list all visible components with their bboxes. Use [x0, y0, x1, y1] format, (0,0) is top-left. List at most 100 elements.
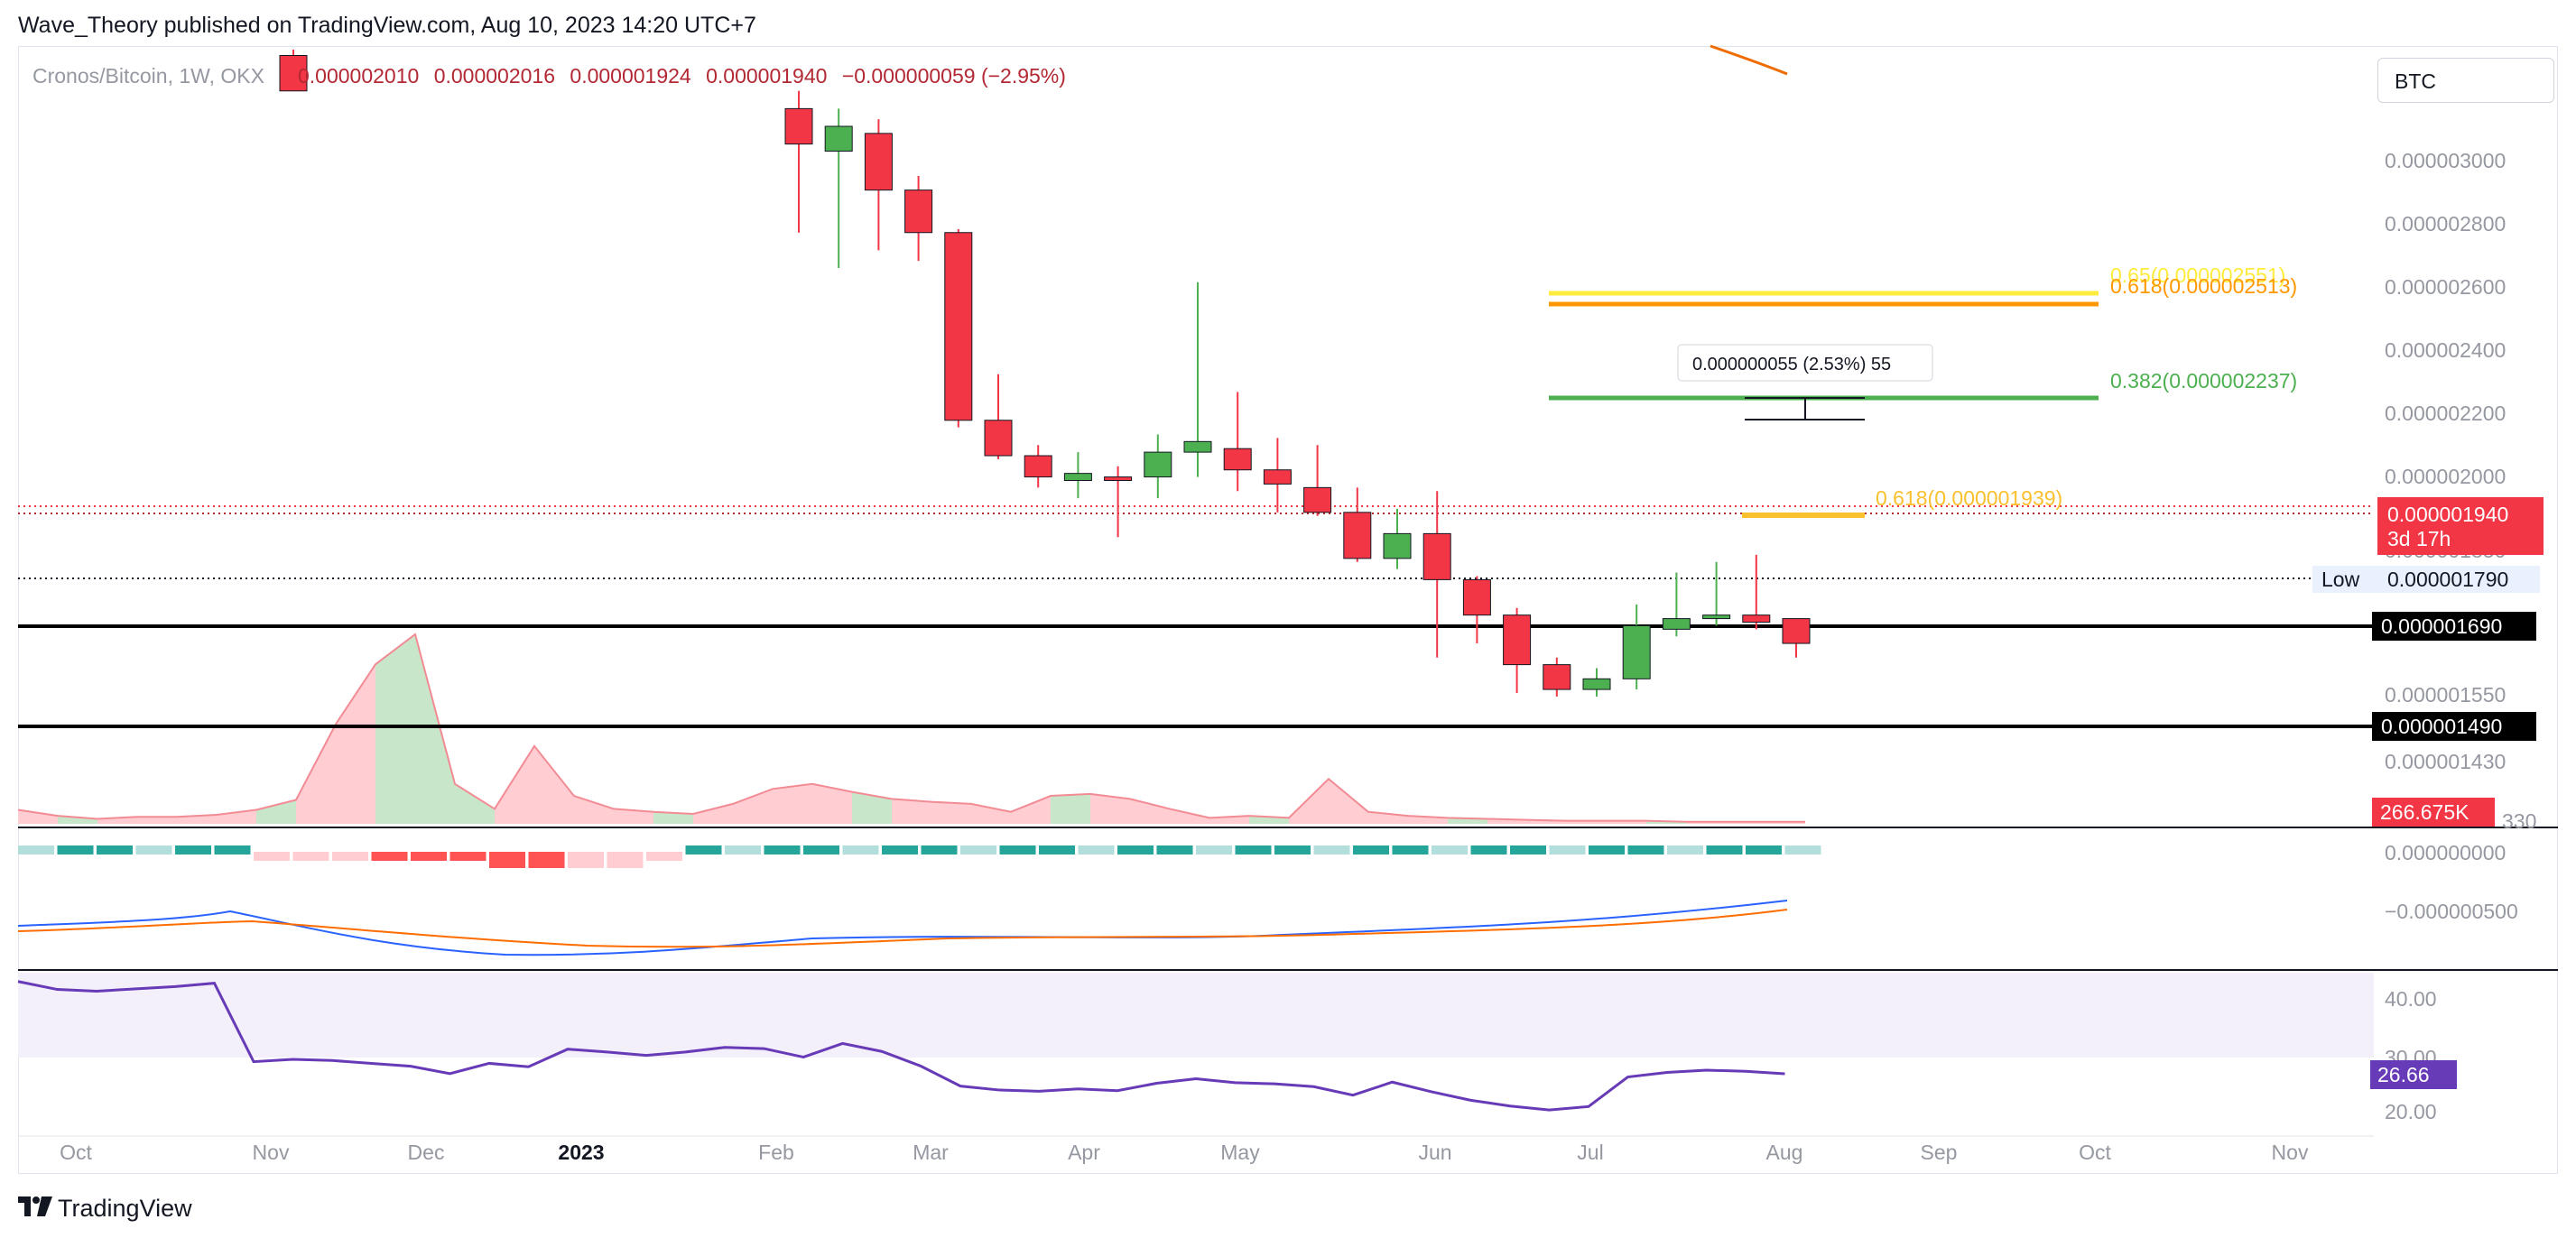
macd-axis-0: 0.000000000 — [2385, 841, 2506, 864]
volume-segment — [455, 783, 495, 824]
candle-body — [1063, 473, 1092, 482]
volume-segment — [1329, 779, 1368, 824]
macd-bar — [1784, 845, 1821, 855]
macd-bar — [1627, 845, 1664, 855]
macd-bar — [1156, 845, 1193, 855]
macd-bar — [1078, 845, 1115, 855]
candle-body — [1104, 476, 1133, 482]
time-axis-label: Dec — [408, 1141, 445, 1164]
rsi-pane — [17, 980, 1785, 1112]
measure-tool[interactable]: 0.000000055 (2.53%) 55 — [1677, 344, 1933, 420]
macd-bar — [1706, 845, 1743, 855]
price-axis-label: 0.000002400 — [2385, 338, 2506, 362]
support-badge-1690 — [2372, 612, 2536, 641]
candle-body — [1662, 618, 1691, 630]
legend-symbol: Cronos/Bitcoin, 1W, OKX — [32, 64, 264, 88]
candle-countdown: 3d 17h — [2387, 527, 2451, 550]
time-axis-label: Apr — [1068, 1141, 1100, 1164]
macd-bar — [1549, 845, 1586, 855]
candle-body — [1223, 448, 1252, 471]
time-axis-label: Aug — [1766, 1141, 1803, 1164]
volume-segment — [614, 808, 653, 824]
macd-bar — [292, 852, 329, 861]
macd-bar — [607, 852, 644, 868]
macd-bar — [1432, 845, 1468, 855]
volume-segment — [892, 799, 931, 824]
macd-bar — [1470, 845, 1507, 855]
candle-body — [1303, 486, 1332, 513]
moving-average-line — [1710, 44, 1788, 76]
low-value: 0.000001790 — [2387, 568, 2508, 591]
macd-bar — [1392, 845, 1429, 855]
candle-body — [824, 125, 853, 152]
candles — [279, 50, 1811, 697]
time-axis[interactable]: Oct Nov Dec 2023 Feb Mar Apr May Jun Jul Aug Sep Oct… — [60, 1141, 2309, 1164]
candle-body — [279, 55, 308, 92]
rsi-value: 26.66 — [2377, 1063, 2430, 1086]
volume-segment — [1170, 808, 1209, 824]
volume-segment — [1011, 796, 1051, 824]
volume-segment — [852, 791, 892, 824]
volume-segment — [733, 789, 773, 824]
support-value-1690: 0.000001690 — [2381, 614, 2502, 638]
macd-bar — [254, 852, 290, 861]
macd-bar — [175, 845, 211, 855]
volume-axis-partial: 330 — [2502, 809, 2536, 833]
macd-bar — [1039, 845, 1075, 855]
macd-pane — [17, 845, 1821, 956]
candle-body — [1462, 578, 1491, 616]
volume-badge — [2372, 798, 2495, 827]
macd-bar — [1353, 845, 1389, 855]
volume-segment — [1130, 799, 1170, 824]
time-axis-label: May — [1220, 1141, 1260, 1164]
volume-segment — [931, 801, 971, 824]
time-axis-label: Jul — [1577, 1141, 1603, 1164]
legend-ohlc: 0.000002010 0.000002016 0.000001924 0.00… — [298, 64, 1075, 88]
volume-segment — [1289, 779, 1329, 824]
tradingview-brand: TradingView — [58, 1195, 192, 1222]
fib-label-0.618: 0.618(0.000002513) — [2110, 274, 2297, 298]
macd-bar — [1235, 845, 1272, 855]
rsi-band — [18, 973, 2374, 1058]
candle-body — [1183, 440, 1212, 453]
candle-body — [1582, 678, 1611, 690]
fib-label-0.382: 0.382(0.000002237) — [2110, 369, 2297, 393]
candle-body — [984, 420, 1013, 457]
candle-body — [864, 133, 893, 191]
tradingview-logo-icon — [18, 1196, 52, 1216]
price-axis-label: 0.000002000 — [2385, 465, 2506, 488]
price-axis[interactable]: 0.000003000 0.000002800 0.000002600 0.00000… — [2385, 149, 2506, 488]
volume-segment — [773, 783, 812, 824]
legend-change: −0.000000059 (−2.95%) — [841, 64, 1066, 88]
macd-bar — [921, 845, 958, 855]
macd-bar — [1667, 845, 1703, 855]
volume-line — [17, 633, 1805, 823]
macd-bar — [97, 845, 133, 855]
support-badge-1490 — [2372, 712, 2536, 741]
macd-bar — [57, 845, 94, 855]
macd-bar — [1274, 845, 1311, 855]
volume-segment — [137, 817, 177, 824]
last-price-value: 0.000001940 — [2387, 503, 2508, 526]
price-axis-1550: 0.000001550 — [2385, 683, 2506, 707]
rsi-axis-20: 20.00 — [2385, 1100, 2437, 1123]
macd-bar — [1510, 845, 1546, 855]
fib-label-0.65: 0.65(0.000002551) — [2110, 263, 2285, 287]
time-axis-label: Nov — [2272, 1141, 2309, 1164]
volume-segment — [812, 783, 852, 824]
support-value-1490: 0.000001490 — [2381, 715, 2502, 738]
fib-label-0.618-local: 0.618(0.000001939) — [1876, 486, 2062, 510]
volume-segment — [1051, 793, 1090, 824]
candle-body — [1503, 614, 1532, 666]
macd-bar — [1589, 845, 1625, 855]
candle-body — [1422, 532, 1451, 580]
macd-bar — [842, 845, 879, 855]
macd-signal-line — [17, 909, 1788, 948]
macd-bar — [449, 852, 486, 861]
currency-button[interactable]: BTC — [2377, 58, 2554, 103]
macd-bar — [528, 852, 565, 868]
macd-axis-1: −0.000000500 — [2385, 900, 2518, 923]
volume-segment — [574, 796, 614, 824]
macd-bar — [371, 852, 408, 861]
